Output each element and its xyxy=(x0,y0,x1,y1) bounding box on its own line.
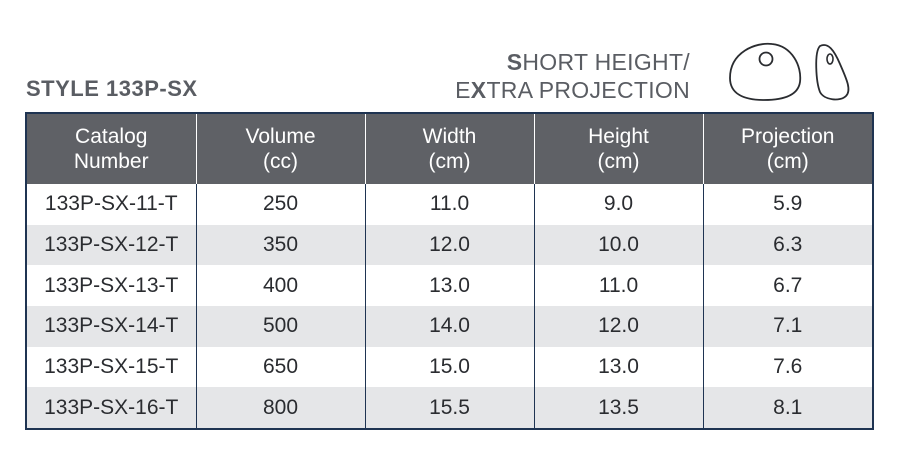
table-row: 133P-SX-15-T 650 15.0 13.0 7.6 xyxy=(27,346,872,388)
cell-projection: 6.3 xyxy=(702,224,872,266)
cell-catalog-number: 133P-SX-13-T xyxy=(27,265,196,306)
header-projection: Projection (cm) xyxy=(702,114,872,184)
header-catalog-number: Catalog Number xyxy=(27,114,196,184)
table-row: 133P-SX-11-T 250 11.0 9.0 5.9 xyxy=(27,184,872,225)
cell-projection: 7.6 xyxy=(702,346,872,388)
cell-projection: 5.9 xyxy=(702,184,872,225)
implant-side-view-icon xyxy=(815,44,850,101)
cell-catalog-number: 133P-SX-15-T xyxy=(27,346,196,388)
cell-projection: 7.1 xyxy=(702,305,872,347)
cell-width: 15.0 xyxy=(364,346,534,388)
cell-volume: 400 xyxy=(195,265,365,306)
cell-height: 12.0 xyxy=(533,305,703,347)
header-height: Height (cm) xyxy=(533,114,703,184)
catalog-table: Catalog Number Volume (cc) Width (cm) Heigh… xyxy=(25,112,874,430)
header-width: Width (cm) xyxy=(364,114,534,184)
cell-width: 11.0 xyxy=(364,184,534,225)
cell-catalog-number: 133P-SX-14-T xyxy=(27,305,196,347)
cell-catalog-number: 133P-SX-16-T xyxy=(27,387,196,428)
style-title: STYLE 133P-SX xyxy=(26,76,198,101)
cell-projection: 6.7 xyxy=(702,265,872,306)
cell-volume: 250 xyxy=(195,184,365,225)
cell-height: 13.0 xyxy=(533,346,703,388)
cell-height: 11.0 xyxy=(533,265,703,306)
cell-volume: 800 xyxy=(195,387,365,428)
cell-volume: 350 xyxy=(195,224,365,266)
subtitle-line-2: EXTRA PROJECTION xyxy=(455,77,690,103)
implant-shape-icons xyxy=(729,42,850,101)
profile-subtitle: SHORT HEIGHT/ EXTRA PROJECTION xyxy=(455,48,690,104)
table-row: 133P-SX-14-T 500 14.0 12.0 7.1 xyxy=(27,305,872,347)
subtitle-line-1: SHORT HEIGHT/ xyxy=(506,49,690,75)
cell-height: 9.0 xyxy=(533,184,703,225)
header-volume: Volume (cc) xyxy=(195,114,365,184)
table-row: 133P-SX-12-T 350 12.0 10.0 6.3 xyxy=(27,224,872,266)
cell-catalog-number: 133P-SX-12-T xyxy=(27,224,196,266)
cell-height: 10.0 xyxy=(533,224,703,266)
cell-height: 13.5 xyxy=(533,387,703,428)
cell-volume: 500 xyxy=(195,305,365,347)
cell-width: 14.0 xyxy=(364,305,534,347)
cell-projection: 8.1 xyxy=(702,387,872,428)
table-header-row: Catalog Number Volume (cc) Width (cm) Heigh… xyxy=(27,114,872,184)
cell-width: 12.0 xyxy=(364,224,534,266)
implant-front-view-icon xyxy=(729,42,802,101)
table-row: 133P-SX-13-T 400 13.0 11.0 6.7 xyxy=(27,265,872,306)
cell-catalog-number: 133P-SX-11-T xyxy=(27,184,196,225)
table-row: 133P-SX-16-T 800 15.5 13.5 8.1 xyxy=(27,387,872,428)
cell-width: 13.0 xyxy=(364,265,534,306)
cell-width: 15.5 xyxy=(364,387,534,428)
cell-volume: 650 xyxy=(195,346,365,388)
